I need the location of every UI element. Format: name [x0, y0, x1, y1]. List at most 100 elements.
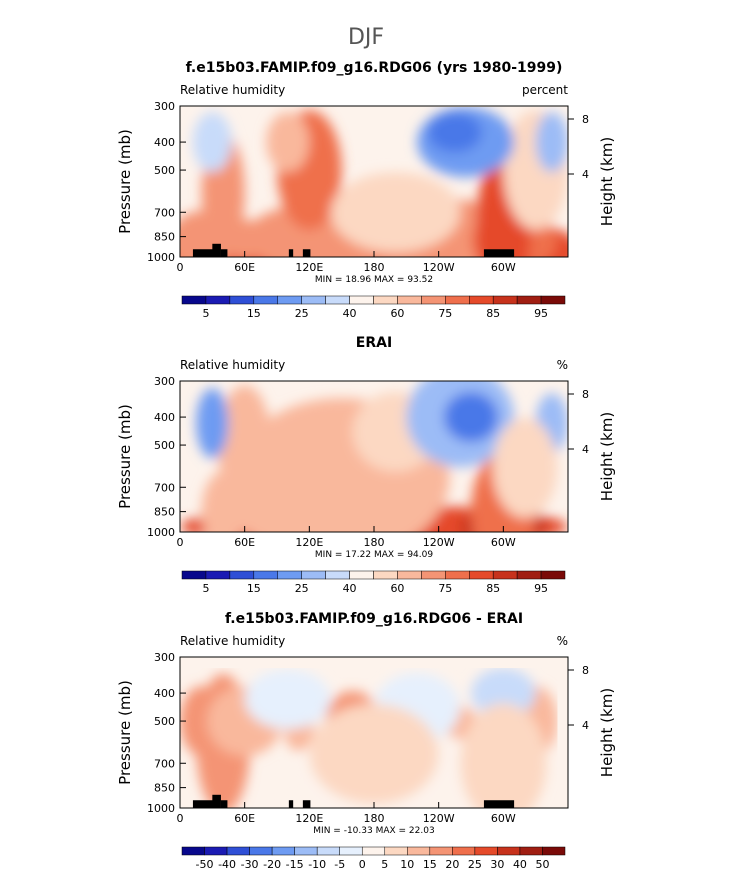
topography-block: [192, 249, 215, 257]
colorbar-swatch: [516, 295, 542, 305]
panel-left-label: Relative humidity: [180, 83, 285, 97]
x-tick-label: 60E: [234, 536, 255, 549]
colorbar-label: 5: [202, 307, 209, 320]
colorbar-label: 25: [295, 582, 309, 595]
topography-block: [483, 800, 515, 808]
colorbar-label: 85: [486, 307, 500, 320]
colorbar-label: 20: [445, 858, 459, 871]
y-tick-label: 1000: [147, 251, 175, 264]
x-tick-label: 120W: [423, 261, 455, 274]
x-tick-label: 60E: [234, 812, 255, 825]
x-tick-label: 120W: [423, 536, 455, 549]
colorbar-swatch: [226, 846, 250, 856]
colorbar-swatch: [181, 570, 207, 580]
topography-block: [192, 800, 215, 808]
x-tick-label: 180: [364, 261, 385, 274]
colorbar-label: 95: [534, 307, 548, 320]
y2-tick-label: 4: [582, 443, 589, 456]
contour-region: [444, 392, 498, 443]
panel-3: f.e15b03.FAMIP.f09_g16.RDG06 - ERAI Relat…: [116, 611, 616, 871]
colorbar-swatch: [397, 570, 422, 580]
contour-region: [309, 703, 439, 804]
topography-block: [220, 800, 228, 808]
contour-region: [471, 668, 536, 719]
colorbar-swatch: [540, 295, 566, 305]
y-tick-label: 850: [154, 231, 175, 244]
y-tick-label: 400: [154, 411, 175, 424]
colorbar-swatch: [181, 846, 205, 856]
colorbar-label: 40: [343, 582, 357, 595]
y-tick-label: 700: [154, 757, 175, 770]
colorbar-swatch: [469, 295, 494, 305]
y-axis-label: Pressure (mb): [116, 680, 134, 785]
colorbar-swatch: [492, 570, 518, 580]
contour-region: [460, 703, 547, 808]
y-tick-label: 300: [154, 651, 175, 664]
colorbar-swatch: [229, 295, 255, 305]
y-axis-label: Pressure (mb): [116, 129, 134, 234]
colorbar-swatch: [301, 295, 326, 305]
colorbar-swatch: [271, 846, 295, 856]
panel-title: f.e15b03.FAMIP.f09_g16.RDG06 (yrs 1980-1…: [186, 60, 563, 76]
contour-field: [180, 657, 568, 808]
figure-title: DJF: [348, 25, 384, 50]
y-tick-label: 500: [154, 439, 175, 452]
y-tick-label: 700: [154, 481, 175, 494]
colorbar-swatch: [397, 295, 422, 305]
colorbar-swatch: [205, 570, 231, 580]
colorbar-label: 40: [343, 307, 357, 320]
contour-region: [192, 112, 232, 173]
y-tick-label: 400: [154, 136, 175, 149]
colorbar-swatch: [542, 846, 566, 856]
colorbar-swatch: [325, 295, 350, 305]
y-tick-label: 700: [154, 206, 175, 219]
contour-region: [427, 112, 482, 153]
colorbar-label: 85: [486, 582, 500, 595]
panel-right-label: percent: [522, 83, 568, 97]
y-tick-label: 500: [154, 715, 175, 728]
panel-title: f.e15b03.FAMIP.f09_g16.RDG06 - ERAI: [225, 611, 523, 627]
colorbar-swatch: [373, 570, 398, 580]
colorbar-swatch: [249, 846, 273, 856]
panel-right-label: %: [557, 358, 568, 372]
x-tick-label: 180: [364, 536, 385, 549]
colorbar-swatch: [361, 846, 386, 856]
contour-region: [535, 112, 568, 173]
contour-field: [180, 381, 568, 532]
x-tick-label: 60W: [491, 536, 516, 549]
colorbar-swatch: [469, 570, 494, 580]
topography-block: [483, 249, 515, 257]
y2-tick-label: 8: [582, 388, 589, 401]
colorbar-label: 5: [381, 858, 388, 871]
y2-tick-label: 8: [582, 113, 589, 126]
colorbar-swatch: [339, 846, 363, 856]
y-tick-label: 850: [154, 506, 175, 519]
colorbar-label: 50: [535, 858, 549, 871]
colorbar-label: 75: [438, 307, 452, 320]
colorbar-swatch: [204, 846, 228, 856]
stats-label: MIN = -10.33 MAX = 22.03: [313, 826, 434, 836]
contour-region: [244, 669, 331, 730]
y2-axis-label: Height (km): [598, 137, 616, 226]
colorbar-label: 75: [438, 582, 452, 595]
colorbar-swatch: [205, 295, 231, 305]
colorbar-label: -50: [196, 858, 214, 871]
panel-right-label: %: [557, 634, 568, 648]
colorbar-label: 15: [423, 858, 437, 871]
colorbar-swatch: [373, 295, 398, 305]
y-tick-label: 1000: [147, 526, 175, 539]
panel-left-label: Relative humidity: [180, 634, 285, 648]
y2-axis-label: Height (km): [598, 412, 616, 501]
contour-region: [330, 172, 461, 253]
colorbar-label: 15: [247, 307, 261, 320]
stats-label: MIN = 18.96 MAX = 93.52: [315, 275, 433, 285]
y-tick-label: 400: [154, 687, 175, 700]
colorbar-label: -5: [334, 858, 345, 871]
colorbar-swatch: [316, 846, 340, 856]
colorbar-swatch: [474, 846, 498, 856]
colorbar-swatch: [445, 295, 470, 305]
x-tick-label: 0: [177, 536, 184, 549]
x-tick-label: 120W: [423, 812, 455, 825]
y-axis-label: Pressure (mb): [116, 404, 134, 509]
colorbar-swatch: [421, 570, 446, 580]
